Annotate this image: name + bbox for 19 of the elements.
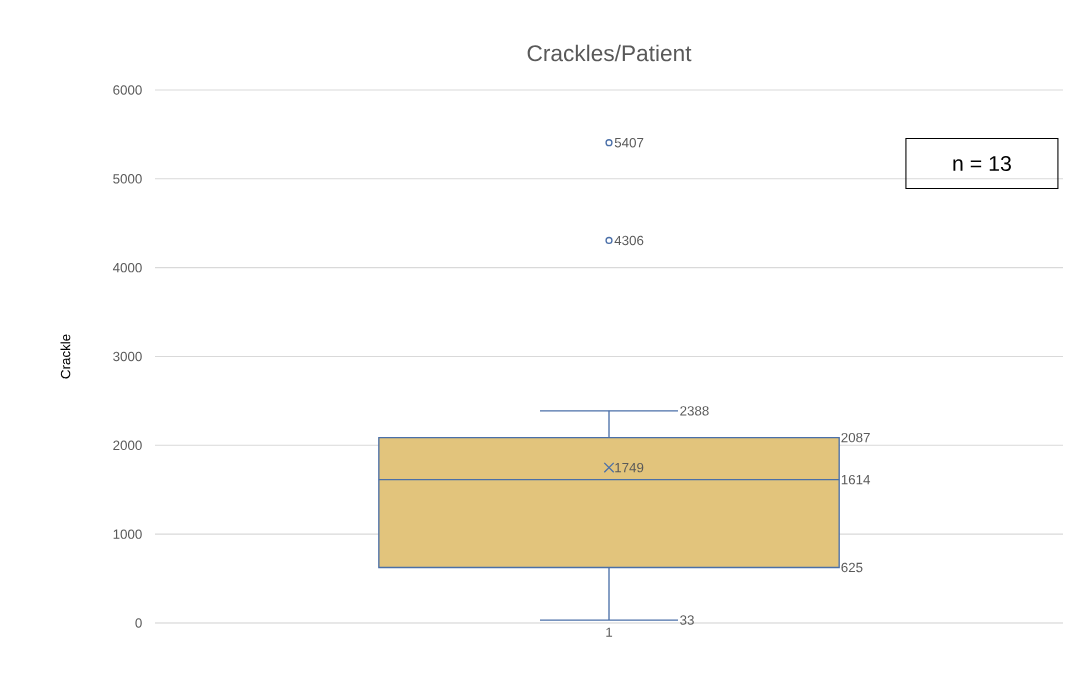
annotation: 1614 xyxy=(841,474,871,485)
annotation: 625 xyxy=(841,562,863,573)
y-tick-label: 3000 xyxy=(113,351,142,362)
y-tick-label: 0 xyxy=(135,618,142,628)
annotation: n = 13 xyxy=(953,155,1011,172)
y-tick-label: 4000 xyxy=(112,262,142,273)
y-axis-title: Crackle xyxy=(60,334,71,379)
chart-title: Crackles/Patient xyxy=(527,44,692,62)
annotation: 33 xyxy=(680,615,694,625)
y-tick-label: 2000 xyxy=(113,440,142,451)
x-tick-label: 1 xyxy=(606,627,613,637)
annotation: 5407 xyxy=(614,137,644,148)
annotation: 1749 xyxy=(615,462,644,473)
y-tick-label: 1000 xyxy=(113,529,142,539)
annotation: 2087 xyxy=(841,432,870,443)
y-tick-label: 5000 xyxy=(113,174,142,184)
y-tick-label: 6000 xyxy=(113,85,142,95)
annotation: 4306 xyxy=(614,235,644,246)
annotation: 2388 xyxy=(680,406,709,416)
